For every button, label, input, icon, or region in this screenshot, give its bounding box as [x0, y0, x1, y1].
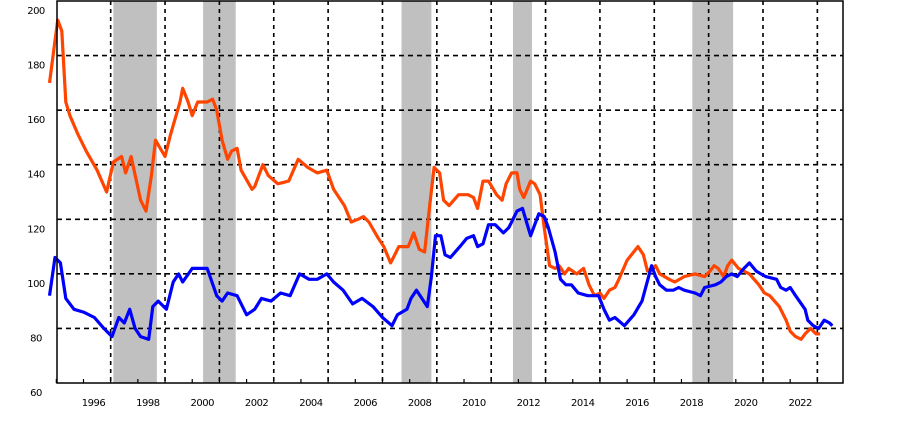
x-tick-label: 2008: [408, 398, 432, 409]
y-tick-label: 180: [27, 61, 45, 72]
x-tick-label: 2012: [517, 398, 541, 409]
y-tick-label: 200: [27, 6, 45, 17]
x-tick-label: 2006: [354, 398, 378, 409]
y-axis: 60 80 100 120 140 160 180 200: [27, 6, 45, 399]
recession-shading: [113, 1, 734, 383]
y-tick-label: 60: [30, 388, 42, 399]
x-tick-label: 2020: [734, 398, 758, 409]
y-tick-label: 120: [27, 224, 45, 235]
x-tick-label: 2016: [625, 398, 649, 409]
x-tick-label: 2014: [571, 398, 595, 409]
y-tick-label: 100: [27, 279, 45, 290]
recession-band: [692, 1, 734, 383]
x-tick-label: 2010: [462, 398, 486, 409]
y-tick-label: 160: [27, 115, 45, 126]
series-line: [47, 18, 821, 341]
plot-frame: [56, 0, 844, 384]
x-axis: 1996 1998 2000 2002 2004 2006 2008 2010 2012 2014…: [55, 379, 818, 409]
recession-band: [401, 1, 432, 383]
recession-band: [203, 1, 236, 383]
y-tick-label: 140: [27, 170, 45, 181]
x-tick-label: 2004: [299, 398, 323, 409]
y-tick-label: 80: [30, 333, 42, 344]
x-tick-label: 2000: [190, 398, 214, 409]
data-series: [47, 18, 834, 341]
x-tick-label: 1996: [82, 398, 106, 409]
x-tick-label: 2018: [680, 398, 704, 409]
x-tick-label: 2002: [245, 398, 269, 409]
x-tick-label: 1998: [136, 398, 160, 409]
x-tick-label: 2022: [788, 398, 812, 409]
series-line: [47, 206, 834, 341]
